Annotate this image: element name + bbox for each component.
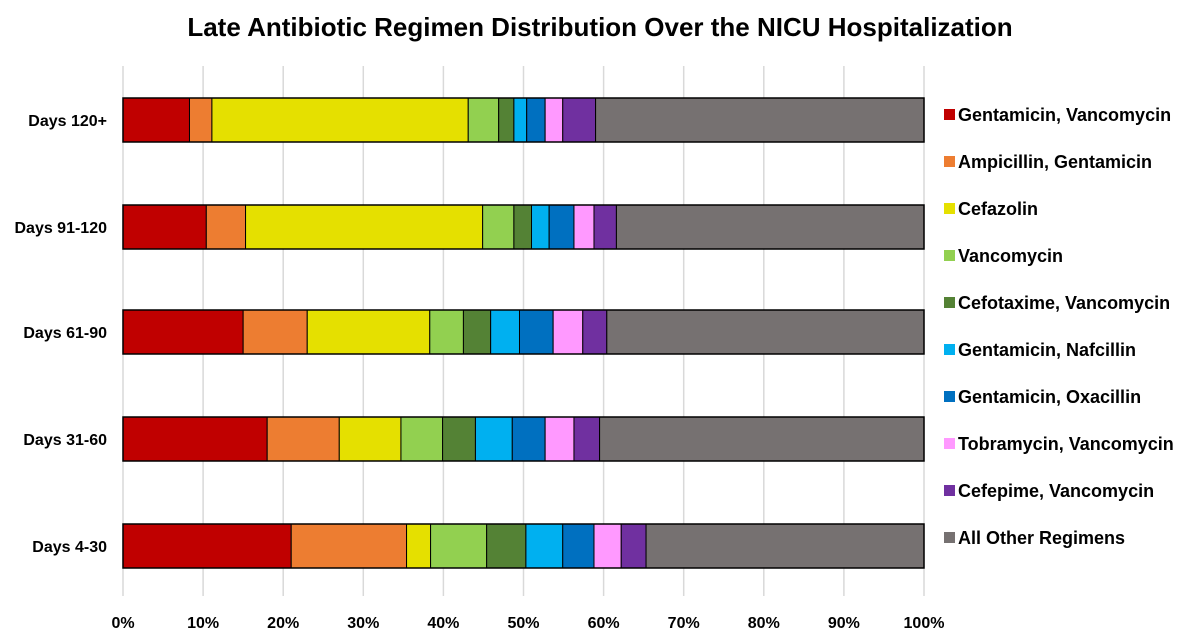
legend-label: Gentamicin, Vancomycin: [958, 105, 1171, 125]
bar-segment: [462, 309, 492, 355]
bar-segment: [645, 523, 925, 569]
x-tick-label: 10%: [187, 615, 219, 632]
bar-segment: [122, 523, 292, 569]
x-tick-label: 70%: [668, 615, 700, 632]
x-axis-tick-labels: 0% 10% 20% 30% 40% 50% 60% 70% 80% 90% 100%: [111, 615, 944, 632]
bar-segment: [518, 309, 554, 355]
legend-label: Tobramycin, Vancomycin: [958, 434, 1174, 454]
legend-swatch: [944, 156, 955, 167]
x-tick-label: 20%: [267, 615, 299, 632]
bar-segment: [526, 97, 546, 143]
bar-segment: [593, 523, 622, 569]
bar-segment: [429, 309, 464, 355]
legend-label: Ampicillin, Gentamicin: [958, 152, 1152, 172]
bars: [122, 97, 925, 569]
bar-outline: [122, 97, 925, 143]
bar-segment: [511, 416, 546, 462]
bar-segment: [620, 523, 647, 569]
bar-segment: [498, 97, 515, 143]
bar-outline: [122, 523, 925, 569]
bar-segment: [245, 204, 484, 250]
bar-segment: [482, 204, 515, 250]
legend-swatch: [944, 485, 955, 496]
bar-segment: [430, 523, 488, 569]
bar-segment: [400, 416, 444, 462]
legend-swatch: [944, 391, 955, 402]
legend: Gentamicin, Vancomycin Ampicillin, Gentam…: [944, 105, 1174, 548]
bar-segment: [122, 309, 244, 355]
x-tick-label: 80%: [748, 615, 780, 632]
legend-label: Cefotaxime, Vancomycin: [958, 293, 1170, 313]
bar-segment: [406, 523, 432, 569]
bar-segment: [531, 204, 550, 250]
legend-swatch: [944, 109, 955, 120]
x-tick-label: 40%: [427, 615, 459, 632]
bar-segment: [573, 416, 601, 462]
bar-segment: [486, 523, 527, 569]
bar-segment: [593, 204, 617, 250]
legend-label: Gentamicin, Nafcillin: [958, 340, 1136, 360]
legend-swatch: [944, 344, 955, 355]
category-labels: Days 120+ Days 91-120 Days 61-90 Days 31-60…: [14, 113, 107, 556]
bar-segment: [544, 416, 575, 462]
bar-segment: [615, 204, 925, 250]
x-tick-label: 0%: [111, 615, 134, 632]
bar-segment: [562, 523, 595, 569]
bar-segment: [552, 309, 584, 355]
legend-swatch: [944, 438, 955, 449]
category-label: Days 31-60: [23, 432, 107, 449]
bar-segment: [266, 416, 340, 462]
bar-segment: [242, 309, 308, 355]
bar-segment: [582, 309, 608, 355]
bar-segment: [211, 97, 469, 143]
bar-segment: [442, 416, 476, 462]
bar-outline: [122, 416, 925, 462]
bar-segment: [562, 97, 597, 143]
x-tick-label: 30%: [347, 615, 379, 632]
bar-segment: [474, 416, 513, 462]
bar-segment: [122, 97, 190, 143]
legend-label: Cefepime, Vancomycin: [958, 481, 1154, 501]
bar-segment: [188, 97, 213, 143]
legend-label: Vancomycin: [958, 246, 1063, 266]
legend-swatch: [944, 297, 955, 308]
bar-segment: [338, 416, 402, 462]
bar-segment: [548, 204, 575, 250]
bar-segment: [490, 309, 520, 355]
legend-label: Cefazolin: [958, 199, 1038, 219]
bar-outline: [122, 204, 925, 250]
legend-label: Gentamicin, Oxacillin: [958, 387, 1141, 407]
bar-segment: [290, 523, 408, 569]
x-tick-label: 60%: [588, 615, 620, 632]
bar-segment: [306, 309, 431, 355]
category-label: Days 4-30: [32, 539, 107, 556]
bar-segment: [573, 204, 595, 250]
bar-segment: [595, 97, 925, 143]
bar-outline: [122, 309, 925, 355]
chart-title: Late Antibiotic Regimen Distribution Ove…: [187, 12, 1013, 42]
bar-segment: [513, 97, 528, 143]
bar-segment: [467, 97, 500, 143]
bar-segment: [205, 204, 247, 250]
legend-swatch: [944, 532, 955, 543]
bar-segment: [513, 204, 533, 250]
bar-segment: [525, 523, 564, 569]
x-tick-label: 90%: [828, 615, 860, 632]
bar-segment: [544, 97, 564, 143]
bar-segment: [606, 309, 925, 355]
x-tick-label: 50%: [507, 615, 539, 632]
bar-segment: [599, 416, 925, 462]
bar-segment: [122, 204, 207, 250]
legend-swatch: [944, 250, 955, 261]
category-label: Days 91-120: [14, 220, 107, 237]
bar-segment: [122, 416, 268, 462]
x-tick-label: 100%: [904, 615, 945, 632]
legend-label: All Other Regimens: [958, 528, 1125, 548]
legend-swatch: [944, 203, 955, 214]
category-label: Days 120+: [28, 113, 107, 130]
category-label: Days 61-90: [23, 325, 107, 342]
